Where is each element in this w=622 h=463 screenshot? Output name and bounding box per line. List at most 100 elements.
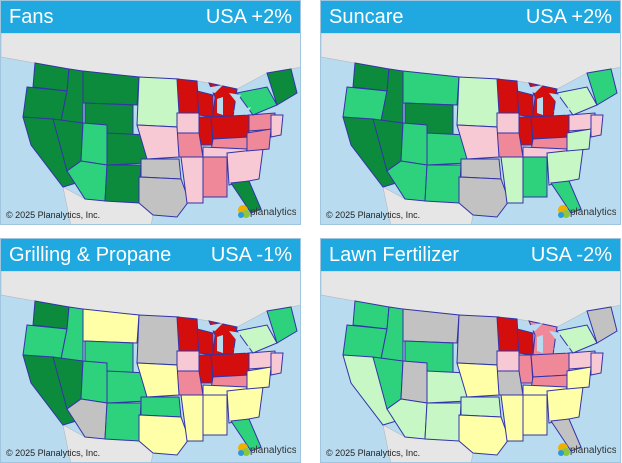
region-mid-atlantic bbox=[270, 114, 284, 138]
region-nebraska-kansas bbox=[136, 124, 180, 160]
region-mississippi-alabama bbox=[202, 390, 228, 436]
region-utah bbox=[400, 360, 428, 404]
copyright-text: © 2025 Planalytics, Inc. bbox=[326, 448, 421, 458]
panel-change: USA -2% bbox=[530, 244, 612, 266]
region-georgia-carolinas bbox=[546, 148, 584, 186]
logo-text: planalytics bbox=[250, 445, 296, 456]
region-iowa bbox=[496, 112, 520, 134]
great-lakes bbox=[519, 323, 571, 353]
region-indiana-ohio bbox=[210, 352, 250, 378]
region-iowa bbox=[496, 350, 520, 372]
region-montana bbox=[402, 70, 460, 106]
region-dakotas bbox=[456, 314, 500, 366]
region-missouri bbox=[496, 132, 524, 158]
region-montana bbox=[402, 308, 460, 344]
region-montana bbox=[82, 70, 140, 106]
panel-header: Lawn Fertilizer USA -2% bbox=[321, 239, 620, 271]
region-mississippi-alabama bbox=[522, 152, 548, 198]
region-new-mexico bbox=[424, 402, 462, 442]
planalytics-logo-icon: planalytics bbox=[238, 205, 296, 218]
region-minnesota bbox=[176, 78, 200, 114]
region-dakotas bbox=[136, 76, 180, 128]
panel-suncare: Suncare USA +2% © 2025 Planalytics, Inc. pl… bbox=[320, 0, 621, 225]
us-map bbox=[321, 33, 620, 224]
region-mid-atlantic bbox=[590, 114, 604, 138]
planalytics-logo-icon: planalytics bbox=[558, 205, 616, 218]
region-georgia-carolinas bbox=[546, 386, 584, 424]
copyright-text: © 2025 Planalytics, Inc. bbox=[326, 210, 421, 220]
logo-text: planalytics bbox=[570, 445, 616, 456]
region-utah bbox=[400, 122, 428, 166]
region-dakotas bbox=[136, 314, 180, 366]
region-florida bbox=[230, 180, 262, 214]
us-map bbox=[1, 271, 300, 462]
panel-header: Grilling & Propane USA -1% bbox=[1, 239, 300, 271]
panel-change: USA +2% bbox=[525, 6, 612, 28]
region-oklahoma bbox=[460, 396, 502, 418]
us-map bbox=[1, 33, 300, 224]
region-mississippi-alabama bbox=[202, 152, 228, 198]
planalytics-logo-icon: planalytics bbox=[238, 443, 296, 456]
region-arkansas-louisiana bbox=[180, 394, 204, 442]
region-oregon bbox=[22, 324, 68, 360]
region-new-mexico bbox=[424, 164, 462, 204]
region-arkansas-louisiana bbox=[500, 394, 524, 442]
region-virginia bbox=[566, 128, 592, 152]
panel-title: Grilling & Propane bbox=[9, 244, 172, 266]
region-texas bbox=[458, 176, 510, 218]
region-arkansas-louisiana bbox=[500, 156, 524, 204]
panel-header: Fans USA +2% bbox=[1, 1, 300, 33]
region-new-england bbox=[266, 68, 298, 106]
region-texas bbox=[138, 414, 190, 456]
region-georgia-carolinas bbox=[226, 386, 264, 424]
region-missouri bbox=[176, 370, 204, 396]
region-nebraska-kansas bbox=[456, 362, 500, 398]
region-utah bbox=[80, 360, 108, 404]
region-iowa bbox=[176, 350, 200, 372]
region-indiana-ohio bbox=[210, 114, 250, 140]
region-minnesota bbox=[496, 78, 520, 114]
great-lakes bbox=[199, 85, 251, 115]
region-minnesota bbox=[176, 316, 200, 352]
region-oregon bbox=[342, 324, 388, 360]
region-indiana-ohio bbox=[530, 114, 570, 140]
region-florida bbox=[550, 418, 582, 452]
region-mid-atlantic bbox=[590, 352, 604, 376]
region-new-england bbox=[586, 306, 618, 344]
region-virginia bbox=[566, 366, 592, 390]
region-new-mexico bbox=[104, 164, 142, 204]
great-lakes bbox=[199, 323, 251, 353]
region-oklahoma bbox=[140, 396, 182, 418]
great-lakes bbox=[519, 85, 571, 115]
panel-change: USA +2% bbox=[205, 6, 292, 28]
region-minnesota bbox=[496, 316, 520, 352]
panel-header: Suncare USA +2% bbox=[321, 1, 620, 33]
region-utah bbox=[80, 122, 108, 166]
region-missouri bbox=[176, 132, 204, 158]
region-oklahoma bbox=[460, 158, 502, 180]
region-indiana-ohio bbox=[530, 352, 570, 378]
region-florida bbox=[230, 418, 262, 452]
region-new-england bbox=[266, 306, 298, 344]
region-dakotas bbox=[456, 76, 500, 128]
region-mississippi-alabama bbox=[522, 390, 548, 436]
region-oregon bbox=[22, 86, 68, 122]
region-iowa bbox=[176, 112, 200, 134]
planalytics-logo-icon: planalytics bbox=[558, 443, 616, 456]
copyright-text: © 2025 Planalytics, Inc. bbox=[6, 210, 101, 220]
panel-change: USA -1% bbox=[210, 244, 292, 266]
us-map bbox=[321, 271, 620, 462]
panel-lawn-fertilizer: Lawn Fertilizer USA -2% © 2025 Planalytics… bbox=[320, 238, 621, 463]
panel-title: Suncare bbox=[329, 6, 404, 28]
region-new-england bbox=[586, 68, 618, 106]
panel-fans: Fans USA +2% © 2025 Planalytics, Inc. plana… bbox=[0, 0, 301, 225]
region-arkansas-louisiana bbox=[180, 156, 204, 204]
region-mid-atlantic bbox=[270, 352, 284, 376]
logo-text: planalytics bbox=[250, 207, 296, 218]
panel-grilling-propane: Grilling & Propane USA -1% © 2025 Planalyt… bbox=[0, 238, 301, 463]
region-virginia bbox=[246, 366, 272, 390]
region-nebraska-kansas bbox=[456, 124, 500, 160]
logo-text: planalytics bbox=[570, 207, 616, 218]
region-oklahoma bbox=[140, 158, 182, 180]
region-georgia-carolinas bbox=[226, 148, 264, 186]
